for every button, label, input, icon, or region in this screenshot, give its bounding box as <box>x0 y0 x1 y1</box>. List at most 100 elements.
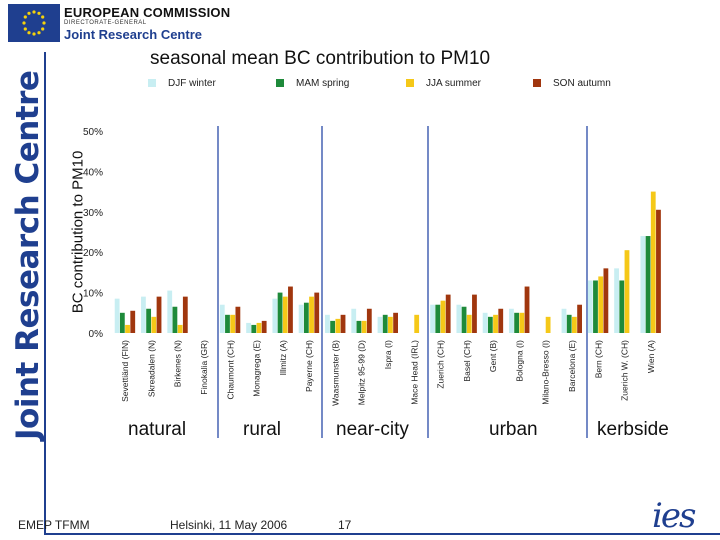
category-label: Zuerich W. (CH) <box>620 340 630 401</box>
bar-winter-1 <box>141 296 146 333</box>
group-label-rural: rural <box>243 419 282 440</box>
bar-autumn-9 <box>366 308 372 333</box>
bar-spring-18 <box>593 280 598 333</box>
y-tick-label: 20% <box>83 248 103 259</box>
bar-summer-15 <box>519 312 525 333</box>
category-label: Payerne (CH) <box>304 340 314 392</box>
bar-winter-10 <box>377 316 383 333</box>
legend-label-winter: DJF winter <box>168 78 216 89</box>
category-label: Gent (B) <box>488 340 498 372</box>
bar-autumn-4 <box>235 306 241 333</box>
bar-autumn-5 <box>261 320 267 333</box>
legend-label-autumn: SON autumn <box>553 78 611 89</box>
legend-label-summer: JJA summer <box>426 78 482 89</box>
bar-autumn-13 <box>472 294 477 333</box>
bar-spring-0 <box>119 312 125 333</box>
legend-swatch-spring <box>276 79 284 88</box>
bar-autumn-12 <box>445 294 451 333</box>
bar-summer-16 <box>545 316 551 333</box>
bar-spring-8 <box>330 320 336 333</box>
legend-item-autumn: SON autumn <box>533 78 611 89</box>
bar-spring-7 <box>303 302 309 333</box>
bar-summer-4 <box>230 314 236 333</box>
bar-autumn-2 <box>182 296 188 333</box>
bar-spring-6 <box>277 292 283 333</box>
bar-autumn-14 <box>498 308 504 333</box>
bar-autumn-0 <box>130 310 136 333</box>
bar-winter-17 <box>561 308 567 333</box>
bar-winter-2 <box>167 290 173 333</box>
bar-winter-7 <box>298 304 304 333</box>
bar-winter-8 <box>325 314 330 333</box>
bar-summer-5 <box>256 322 262 333</box>
bar-spring-9 <box>356 320 362 333</box>
category-label: Basel (CH) <box>462 340 472 382</box>
bar-spring-14 <box>487 316 493 333</box>
bar-winter-14 <box>482 312 488 333</box>
bar-autumn-17 <box>577 304 582 333</box>
bar-summer-6 <box>282 296 288 333</box>
bar-winter-19 <box>614 268 619 333</box>
category-label: Mace Head (IRL) <box>409 340 419 405</box>
bar-winter-20 <box>640 236 646 333</box>
category-label: Ispra (I) <box>383 340 393 369</box>
org-directorate: DIRECTORATE-GENERAL <box>64 20 147 26</box>
bar-autumn-15 <box>524 286 530 333</box>
legend-swatch-winter <box>148 79 156 88</box>
bar-winter-13 <box>456 304 462 333</box>
y-tick-label: 50% <box>83 127 103 138</box>
bottom-rule <box>44 533 720 535</box>
category-label: Monagrega (E) <box>252 340 262 397</box>
category-label: Milano-Bresso (I) <box>541 340 551 405</box>
bar-summer-2 <box>177 324 183 333</box>
bar-spring-4 <box>225 314 230 333</box>
category-label: Wien (A) <box>646 340 656 373</box>
bar-autumn-20 <box>656 209 661 333</box>
group-label-near-city: near-city <box>336 419 409 440</box>
category-label: Illmitz (A) <box>278 340 288 376</box>
group-label-kerbside: kerbside <box>597 419 669 440</box>
bar-spring-1 <box>146 308 152 333</box>
bar-spring-13 <box>461 306 467 333</box>
page-number: 17 <box>338 518 352 532</box>
bar-spring-20 <box>645 236 651 333</box>
category-label: Skreadalen (N) <box>146 340 156 397</box>
bar-summer-7 <box>309 296 314 333</box>
chart-legend: DJF winter MAM spring JJA summer SON aut… <box>148 78 648 92</box>
bar-summer-1 <box>151 316 157 333</box>
bar-summer-11 <box>414 314 420 333</box>
category-label: Bologna (I) <box>514 340 524 382</box>
category-label: Melpitz 95-99 (D) <box>357 340 367 405</box>
bar-autumn-10 <box>393 312 398 333</box>
bar-autumn-7 <box>314 292 320 333</box>
category-label: Chaumont (CH) <box>225 340 235 400</box>
bar-spring-10 <box>382 314 388 333</box>
group-label-natural: natural <box>128 419 187 440</box>
bar-summer-18 <box>598 276 604 333</box>
y-tick-label: 10% <box>83 289 103 300</box>
footer-event: EMEP TFMM <box>18 518 90 532</box>
category-label: Sevettiänd (FIN) <box>120 340 130 402</box>
org-centre: Joint Research Centre <box>64 27 202 42</box>
bar-winter-5 <box>246 322 251 333</box>
bar-spring-5 <box>251 324 257 333</box>
category-label: Bern (CH) <box>593 340 603 378</box>
bar-winter-9 <box>351 308 357 333</box>
bar-summer-19 <box>624 250 630 333</box>
eu-flag-logo <box>8 4 60 42</box>
bar-winter-15 <box>509 308 514 333</box>
y-tick-label: 0% <box>89 329 104 340</box>
bar-summer-17 <box>572 316 577 333</box>
bar-summer-13 <box>466 314 472 333</box>
ies-logo: ies <box>652 496 696 536</box>
legend-label-spring: MAM spring <box>296 78 350 89</box>
legend-swatch-autumn <box>533 79 541 88</box>
bar-winter-6 <box>272 298 278 333</box>
bar-spring-2 <box>172 306 178 333</box>
bar-autumn-8 <box>340 314 346 333</box>
bar-winter-0 <box>114 298 120 333</box>
bar-winter-4 <box>219 304 225 333</box>
bar-winter-18 <box>587 280 593 333</box>
category-label: Finokalia (GR) <box>199 340 209 395</box>
